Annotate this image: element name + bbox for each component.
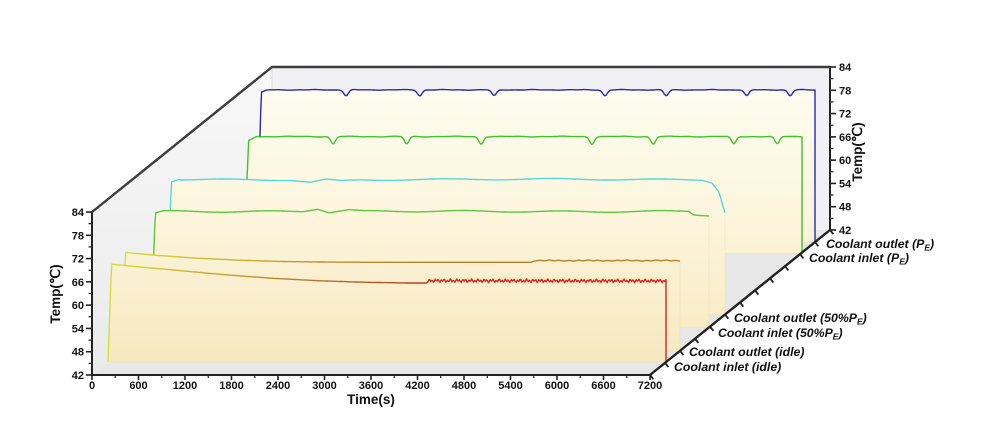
bottom-axis-tick-label: 2400	[266, 380, 290, 392]
right-axis-tick-label: 66	[839, 132, 851, 144]
bottom-axis-tick-label: 3000	[312, 380, 336, 392]
series-label-coolant-inlet-pe: Coolant inlet (PE)	[809, 251, 909, 267]
series-label-coolant-inlet-idle: Coolant inlet (idle)	[674, 360, 781, 374]
bottom-axis-tick-label: 6000	[545, 380, 569, 392]
bottom-axis-tick-label: 4800	[452, 380, 476, 392]
left-axis-tick-label: 54	[72, 323, 85, 335]
bottom-axis-tick-label: 1800	[219, 380, 243, 392]
bottom-axis-tick-label: 0	[89, 380, 95, 392]
series-label-coolant-inlet-50pe: Coolant inlet (50%PE)	[718, 326, 843, 342]
series-line-coolant-inlet-pe	[243, 135, 803, 254]
left-axis: 42 48 54 60 66 72 78 84 Temp(℃)	[48, 207, 93, 382]
series-line-coolant-inlet-idle	[107, 263, 667, 363]
bottom-axis-title: Time(s)	[347, 392, 395, 407]
series-label-coolant-outlet-idle: Coolant outlet (idle)	[689, 345, 804, 359]
right-axis-tick-label: 72	[839, 109, 851, 121]
series-group	[107, 88, 816, 363]
left-axis-tick-label: 66	[72, 277, 84, 289]
right-axis-tick-label: 48	[839, 202, 851, 214]
right-axis-tick-label: 42	[839, 225, 851, 237]
left-axis-tick-label: 42	[72, 370, 84, 382]
series-line-coolant-outlet-pe	[256, 88, 816, 243]
bottom-axis-tick-label: 6600	[591, 380, 615, 392]
series-line-coolant-outlet-50pe	[166, 177, 726, 316]
series-line-coolant-outlet-idle	[121, 251, 681, 352]
right-axis-tick-label: 54	[839, 178, 852, 190]
box-top-edges	[91, 65, 830, 213]
bottom-axis-tick-label: 4200	[405, 380, 429, 392]
series-line-coolant-inlet-50pe	[150, 208, 710, 328]
bottom-axis: 0 600 1200 1800 2400 3000 3600 4200 4800 5400 6000…	[89, 374, 662, 407]
right-axis-title: Temp(℃)	[850, 122, 865, 181]
left-axis-tick-label: 84	[72, 207, 85, 219]
right-axis-tick-label: 84	[839, 62, 852, 74]
depth-axis: Coolant outlet (PE)Coolant inlet (PE) Coo…	[649, 229, 934, 380]
bottom-axis-tick-label: 1200	[173, 380, 197, 392]
left-axis-title: Temp(℃)	[48, 264, 63, 323]
bottom-axis-tick-label: 600	[129, 380, 147, 392]
right-axis-tick-label: 60	[839, 155, 851, 167]
bottom-axis-tick-label: 7200	[638, 380, 662, 392]
left-axis-tick-label: 72	[72, 254, 84, 266]
left-axis-tick-label: 48	[72, 347, 84, 359]
right-axis-tick-label: 78	[839, 85, 851, 97]
series-label-coolant-outlet-pe: Coolant outlet (PE)	[826, 237, 934, 253]
right-axis: 42 48 54 60 66 72 78 84 Temp(℃)	[829, 62, 865, 237]
left-axis-tick-label: 60	[72, 300, 84, 312]
bottom-axis-tick-label: 3600	[359, 380, 383, 392]
series-label-coolant-outlet-50pe: Coolant outlet (50%PE)	[734, 311, 867, 327]
left-axis-tick-label: 78	[72, 230, 84, 242]
bottom-axis-tick-label: 5400	[498, 380, 522, 392]
